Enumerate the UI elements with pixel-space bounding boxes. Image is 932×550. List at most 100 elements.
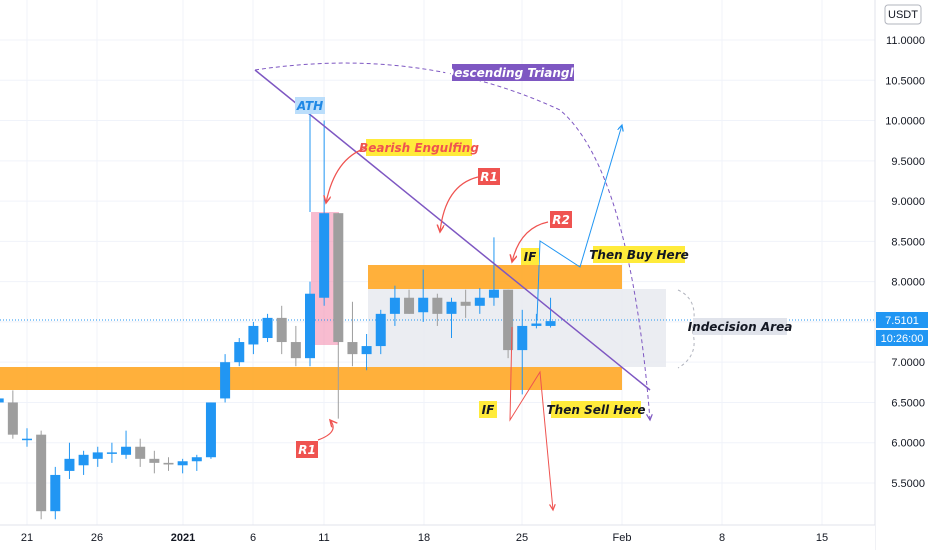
if-lower-label: IF — [479, 401, 497, 418]
x-tick-label: 21 — [21, 532, 33, 544]
x-tick-label: 2021 — [171, 532, 195, 544]
candle-body — [347, 342, 358, 355]
triangle-arc — [254, 62, 650, 420]
candle-body — [234, 342, 245, 363]
r2-arrow — [512, 221, 549, 262]
r1-lower-label: R1 — [296, 441, 318, 458]
candle-body — [389, 297, 400, 314]
then-sell-label: Then Sell Here — [546, 401, 646, 418]
last-price-tag: 7.5101 — [876, 312, 928, 328]
y-tick-label: 8.5000 — [891, 236, 925, 248]
svg-text:10:26:00: 10:26:00 — [881, 333, 924, 345]
r1-upper-label: R1 — [478, 168, 500, 185]
then-buy-label: Then Buy Here — [589, 246, 689, 263]
candle-body — [418, 297, 429, 313]
candle-body — [220, 362, 231, 399]
candle-body — [545, 321, 556, 326]
countdown-tag: 10:26:00 — [876, 330, 928, 346]
support-zone[interactable] — [0, 367, 622, 390]
candles — [0, 120, 556, 520]
x-tick-label: 18 — [418, 532, 430, 544]
x-tick-label: 15 — [816, 532, 828, 544]
y-tick-label: 8.0000 — [891, 277, 925, 289]
candle-body — [36, 434, 47, 512]
x-tick-label: 8 — [719, 532, 725, 544]
candle-body — [205, 402, 216, 458]
svg-text:Bearish Engulfing: Bearish Engulfing — [359, 141, 479, 155]
candle-body — [177, 461, 188, 466]
candle-body — [262, 317, 273, 339]
candle-body — [474, 297, 485, 306]
x-tick-label: 26 — [91, 532, 103, 544]
y-tick-label: 10.5000 — [885, 75, 925, 87]
candle-body — [290, 342, 301, 359]
candle-body — [22, 438, 32, 441]
resistance-zone[interactable] — [368, 265, 622, 289]
bearish-engulfing-label: Bearish Engulfing — [359, 139, 479, 156]
time-axis-ticks: 21 26 2021 6 11 18 25 Feb 8 15 — [21, 532, 828, 544]
x-tick-label: 6 — [250, 532, 256, 544]
y-tick-label: 10.0000 — [885, 116, 925, 128]
y-tick-label: 7.0000 — [891, 357, 925, 369]
candle-body — [503, 289, 514, 351]
candle-body — [531, 323, 542, 326]
indecision-label: Indecision Area — [688, 318, 793, 335]
candle-body — [517, 325, 528, 351]
candle-body — [78, 454, 89, 466]
y-tick-label: 9.5000 — [891, 156, 925, 168]
time-axis-panel[interactable] — [0, 525, 875, 550]
svg-text:Indecision Area: Indecision Area — [688, 320, 793, 334]
candle-body — [319, 213, 330, 298]
svg-text:ATH: ATH — [296, 99, 323, 113]
y-tick-label: 11.0000 — [886, 35, 925, 47]
candle-body — [163, 462, 174, 465]
candle-body — [149, 458, 160, 463]
x-tick-label: 25 — [516, 532, 528, 544]
svg-text:Then Buy Here: Then Buy Here — [589, 248, 689, 262]
svg-text:IF: IF — [482, 403, 495, 417]
candle-body — [64, 458, 75, 471]
currency-badge[interactable]: USDT — [884, 4, 922, 25]
candle-body — [460, 301, 471, 306]
y-tick-label: 9.0000 — [891, 196, 925, 208]
buy-scenario-path — [536, 125, 622, 321]
y-tick-label: 5.5000 — [891, 478, 925, 490]
ath-label: ATH — [295, 97, 325, 114]
r1-lower-arrow — [317, 420, 333, 441]
svg-text:R1: R1 — [298, 443, 316, 457]
indecision-area-box — [368, 289, 666, 367]
candle-body — [432, 297, 443, 314]
svg-text:IF: IF — [524, 250, 537, 264]
candle-body — [135, 446, 146, 459]
bearish-engulfing-arrow — [326, 147, 367, 203]
svg-text:7.5101: 7.5101 — [885, 315, 919, 327]
candle-body — [446, 301, 457, 314]
candle-body — [106, 452, 117, 454]
svg-text:Then Sell Here: Then Sell Here — [546, 403, 645, 417]
candle-body — [7, 402, 18, 435]
svg-text:R1: R1 — [480, 170, 498, 184]
candle-body — [404, 297, 415, 314]
r1-upper-arrow — [440, 176, 479, 232]
price-axis-panel[interactable] — [875, 0, 932, 550]
candle-body — [92, 452, 103, 459]
x-tick-label: 11 — [318, 532, 329, 544]
if-upper-label: IF — [521, 248, 539, 265]
candle-body — [121, 446, 132, 455]
candle-body — [276, 317, 287, 343]
candle-body — [333, 213, 344, 343]
candle-body — [361, 346, 372, 355]
candle-body — [488, 289, 499, 298]
indecision-brace — [677, 289, 695, 369]
y-tick-label: 6.0000 — [891, 438, 925, 450]
descending-trendline[interactable] — [254, 69, 651, 391]
descending-triangle-label: Descending Triangle — [444, 64, 582, 81]
svg-text:Descending Triangle: Descending Triangle — [444, 66, 581, 80]
x-tick-label: Feb — [613, 532, 632, 544]
candle-body — [191, 457, 202, 462]
sell-scenario-path — [509, 326, 553, 510]
grid-lines — [0, 0, 875, 525]
candle-body — [375, 313, 386, 347]
y-tick-label: 6.5000 — [891, 397, 925, 409]
